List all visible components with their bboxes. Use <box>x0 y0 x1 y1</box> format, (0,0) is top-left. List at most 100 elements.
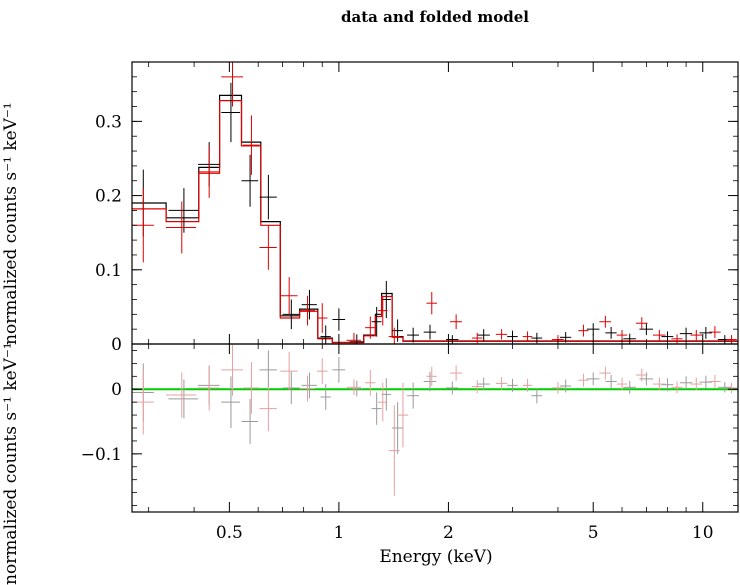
data-ytick-label: 0.2 <box>95 187 122 207</box>
data-point-red <box>166 201 197 254</box>
residual-point-faint_black <box>507 378 518 392</box>
x-axis-label: Energy (keV) <box>379 547 492 567</box>
residual-point-faint_red <box>635 368 648 382</box>
residual-ytick-label: 0 <box>111 380 122 400</box>
residual-point-faint_red <box>599 366 612 380</box>
data-point-red <box>388 327 400 344</box>
x-tick-label: 5 <box>588 523 599 543</box>
data-panel-ticks: 0 0.1 0.2 0.3 <box>95 62 738 355</box>
data-point-red <box>578 324 589 337</box>
residual-point-faint_black <box>559 379 572 393</box>
data-point-red <box>635 317 648 330</box>
residual-point-faint_red <box>280 351 298 391</box>
data-model-black <box>132 94 738 344</box>
data-point-red <box>449 314 463 330</box>
residual-point-faint_black <box>392 402 403 454</box>
data-point-red <box>299 295 316 326</box>
y-axis-label-bottom: normalized counts s⁻¹ keV⁻¹ <box>1 342 21 585</box>
residual-panel-frame <box>131 343 739 513</box>
residual-point-faint_red <box>449 365 463 381</box>
residual-point-faint_black <box>623 380 636 394</box>
residual-point-faint_black <box>320 384 331 410</box>
data-point-red <box>616 329 628 341</box>
residual-point-faint_red <box>616 377 628 391</box>
residual-point-faint_red <box>522 378 533 392</box>
residual-point-faint_black <box>282 371 300 405</box>
data-point-black <box>477 329 490 342</box>
data-point-black <box>446 335 459 344</box>
residual-point-faint_black <box>332 356 346 383</box>
x-tick-label: 0.5 <box>216 523 243 543</box>
residual-point-faint_red <box>471 380 483 394</box>
residual-point-faint_black <box>699 375 712 389</box>
data-point-red <box>708 326 721 339</box>
data-panel: 0 0.1 0.2 0.3 <box>95 61 739 355</box>
data-panel-marks <box>132 62 738 344</box>
data-point-red <box>242 115 260 175</box>
data-point-black <box>320 325 331 344</box>
residual-panel-marks <box>132 344 738 496</box>
residual-point-faint_black <box>423 371 437 392</box>
data-point-red <box>377 295 388 326</box>
residual-point-faint_red <box>242 362 260 414</box>
residual-panel-ticks: −0.1 0 <box>81 344 738 512</box>
residual-point-faint_red <box>495 376 508 390</box>
data-point-black <box>301 289 317 320</box>
data-point-red <box>280 277 298 315</box>
data-point-red <box>495 329 508 340</box>
residual-point-faint_red <box>365 369 376 396</box>
data-point-black <box>407 327 419 343</box>
data-point-red <box>726 335 737 344</box>
data-point-black <box>679 327 693 340</box>
data-point-red <box>365 316 376 339</box>
data-point-black <box>282 299 300 330</box>
data-point-red <box>259 225 277 270</box>
residual-point-faint_red <box>397 382 409 448</box>
data-point-red <box>346 332 361 344</box>
data-point-black <box>559 332 572 343</box>
residual-point-faint_red <box>259 386 277 432</box>
y-axis-label-top: normalized counts s⁻¹ keV⁻¹ <box>1 102 21 345</box>
residual-point-faint_red <box>299 375 316 402</box>
residual-point-faint_red <box>426 366 437 386</box>
data-point-red <box>198 145 220 198</box>
data-point-black <box>241 154 259 207</box>
chart-title: data and folded model <box>341 8 529 26</box>
data-point-black <box>423 324 437 340</box>
residual-point-faint_black <box>259 350 277 390</box>
residual-point-faint_red <box>671 381 683 394</box>
residual-point-faint_black <box>221 376 241 428</box>
residual-point-faint_black <box>531 387 543 404</box>
residual-point-faint_black <box>717 382 732 393</box>
residual-point-faint_red <box>198 365 220 411</box>
data-point-red <box>690 329 702 341</box>
residual-point-faint_black <box>446 381 459 395</box>
data-point-black <box>349 334 364 344</box>
data-point-black <box>699 326 712 339</box>
residual-point-faint_black <box>477 377 490 391</box>
residual-point-faint_black <box>605 375 617 388</box>
data-point-red <box>671 334 683 344</box>
residual-point-faint_black <box>301 372 317 399</box>
residual-point-faint_red <box>690 377 702 391</box>
residual-point-faint_black <box>586 372 600 386</box>
data-point-red <box>221 62 243 107</box>
residual-point-faint_red <box>377 382 388 422</box>
residual-point-faint_red <box>388 405 400 496</box>
residual-ytick-label: −0.1 <box>81 445 122 465</box>
residual-point-faint_red <box>316 358 328 385</box>
residual-point-faint_black <box>168 379 199 419</box>
data-point-red <box>522 331 533 342</box>
data-point-black <box>623 333 636 344</box>
data-point-red <box>316 303 328 333</box>
data-point-red <box>471 332 483 344</box>
residual-point-faint_red <box>653 377 666 391</box>
data-model-red <box>132 99 738 344</box>
data-point-red <box>599 315 612 328</box>
data-point-black <box>221 82 241 143</box>
x-tick-label: 1 <box>333 523 344 543</box>
data-ytick-label: 0 <box>111 335 122 355</box>
residual-point-faint_black <box>661 378 674 392</box>
residual-point-faint_black <box>679 376 693 390</box>
